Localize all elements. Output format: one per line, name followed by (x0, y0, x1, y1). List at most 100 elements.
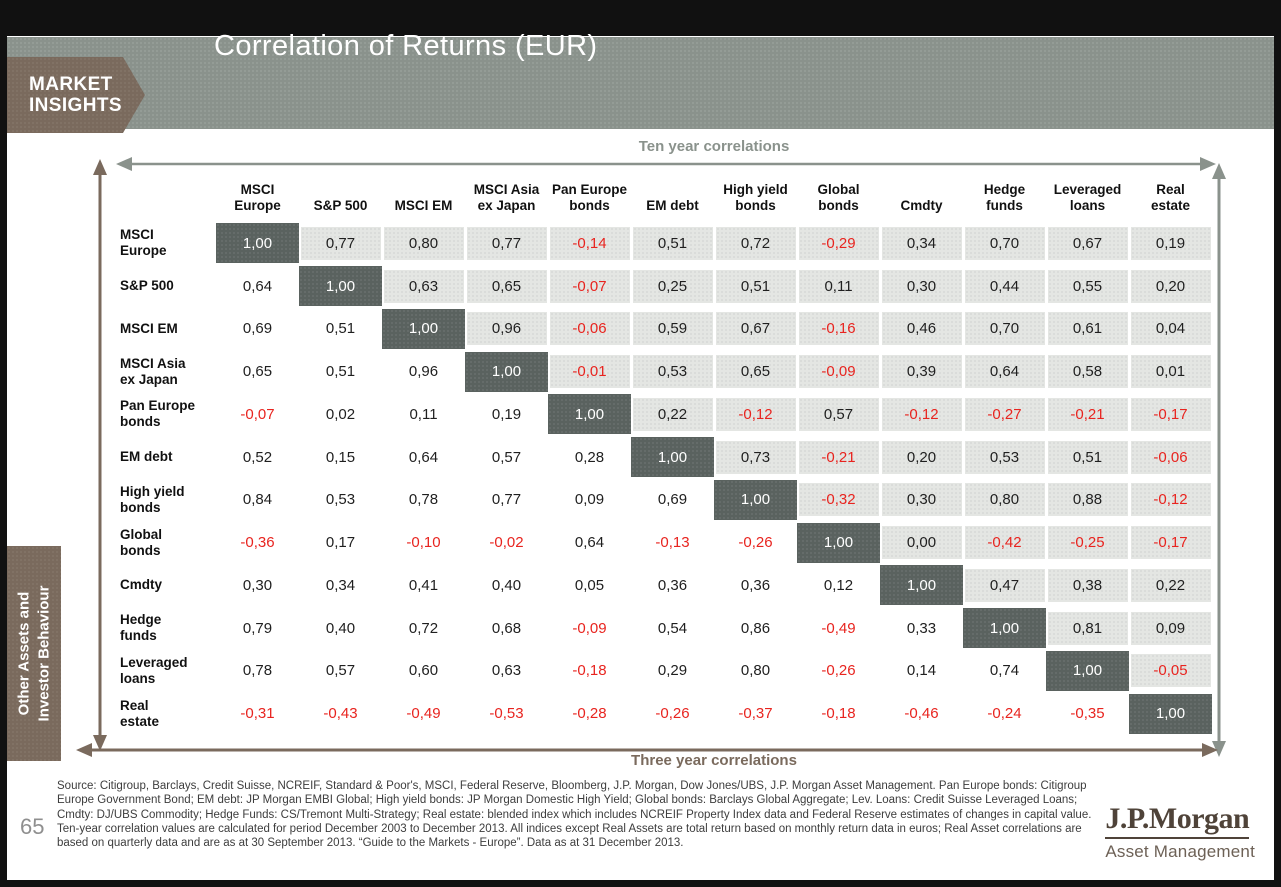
brand-line-2: INSIGHTS (29, 95, 122, 116)
column-header: S&P 500 (313, 198, 368, 214)
matrix-cell: 0,30 (881, 483, 962, 517)
matrix-cell: 0,01 (1130, 355, 1211, 389)
row-header: MSCI Europe (120, 227, 167, 259)
matrix-cell: 0,72 (408, 619, 439, 637)
matrix-cell-wrap: 0,30 (216, 564, 299, 607)
column-header: EM debt (646, 198, 699, 214)
matrix-cell-wrap: -0,49 (382, 692, 465, 735)
matrix-cell: -0,25 (1047, 526, 1128, 560)
chapter-line-2: Investor Behaviour (35, 585, 52, 722)
chapter-tab-label: Other Assets and Investor Behaviour (15, 586, 54, 722)
footnote-line: based on quarterly data and are as at 30… (57, 837, 684, 850)
matrix-cell-wrap: 1,00 (548, 393, 631, 436)
matrix-cell-wrap: 0,36 (631, 564, 714, 607)
matrix-cell-wrap: 0,39 (880, 350, 963, 393)
matrix-cell-wrap: 0,65 (465, 265, 548, 308)
three-year-correlations-label: Three year correlations (631, 752, 797, 769)
matrix-cell: 0,67 (1047, 226, 1128, 260)
matrix-cell-wrap: -0,26 (631, 692, 714, 735)
matrix-cell-wrap: 0,51 (299, 350, 382, 393)
matrix-cell: 0,81 (1047, 611, 1128, 645)
matrix-cell-wrap: 0,72 (382, 607, 465, 650)
matrix-cell: -0,49 (406, 705, 441, 723)
matrix-cell-wrap: 0,00 (880, 521, 963, 564)
matrix-cell: 0,69 (242, 320, 273, 338)
matrix-cell-wrap: -0,28 (548, 692, 631, 735)
matrix-corner (120, 166, 216, 222)
matrix-cell: 0,53 (325, 491, 356, 509)
matrix-cell: 0,11 (798, 269, 879, 303)
asset-management-label: Asset Management (1105, 842, 1255, 861)
matrix-cell-wrap: 1,00 (465, 350, 548, 393)
matrix-cell: 0,64 (408, 448, 439, 466)
matrix-cell: 0,20 (1130, 269, 1211, 303)
column-header: Pan Europe bonds (551, 182, 627, 214)
matrix-cell: -0,16 (798, 312, 879, 346)
matrix-cell: 1,00 (216, 223, 299, 264)
correlation-matrix: MSCI Europe S&P 500 MSCI EM MSCI Asia ex Ja… (120, 166, 1212, 735)
matrix-cell-wrap: 0,28 (548, 436, 631, 479)
row-header: S&P 500 (120, 278, 174, 294)
matrix-cell: 0,96 (408, 363, 439, 381)
matrix-cell: -0,07 (549, 269, 630, 303)
matrix-cell: -0,01 (549, 355, 630, 389)
matrix-cell: 0,84 (242, 491, 273, 509)
matrix-cell: 0,64 (964, 355, 1045, 389)
matrix-cell: -0,42 (964, 526, 1045, 560)
matrix-cell: -0,12 (881, 397, 962, 431)
matrix-cell-wrap: -0,43 (299, 692, 382, 735)
matrix-cell-wrap: 0,14 (880, 650, 963, 693)
matrix-cell: 0,34 (325, 576, 356, 594)
matrix-cell: 0,22 (632, 397, 713, 431)
matrix-cell-wrap: 0,69 (216, 308, 299, 351)
matrix-cell: 0,19 (1130, 226, 1211, 260)
matrix-cell: 0,04 (1130, 312, 1211, 346)
matrix-cell: 0,47 (964, 568, 1045, 602)
matrix-cell-wrap: -0,21 (797, 436, 880, 479)
matrix-cell-wrap: -0,17 (1129, 521, 1212, 564)
matrix-cell: 1,00 (963, 608, 1046, 649)
source-footnote: Source: Citigroup, Barclays, Credit Suis… (57, 779, 1091, 850)
matrix-cell-wrap: 0,64 (548, 521, 631, 564)
matrix-cell-wrap: 0,02 (299, 393, 382, 436)
matrix-cell: 0,25 (632, 269, 713, 303)
matrix-cell: 0,30 (242, 576, 273, 594)
matrix-cell-wrap: 0,64 (963, 350, 1046, 393)
matrix-cell-wrap: 0,30 (880, 479, 963, 522)
matrix-cell-wrap: 0,38 (1046, 564, 1129, 607)
matrix-cell-wrap: -0,02 (465, 521, 548, 564)
matrix-cell-wrap: -0,18 (548, 650, 631, 693)
matrix-cell: 0,78 (242, 662, 273, 680)
matrix-cell-wrap: 0,96 (382, 350, 465, 393)
matrix-cell-wrap: 0,15 (299, 436, 382, 479)
matrix-cell: 0,36 (657, 576, 688, 594)
matrix-cell-wrap: 0,65 (714, 350, 797, 393)
row-header: Real estate (120, 697, 160, 729)
matrix-cell-wrap: 0,20 (880, 436, 963, 479)
row-header: MSCI EM (120, 320, 178, 336)
matrix-cell-wrap: 0,72 (714, 222, 797, 265)
matrix-cell: 0,09 (1130, 611, 1211, 645)
matrix-cell-wrap: 0,69 (631, 479, 714, 522)
title-banner (7, 37, 1274, 129)
matrix-cell: 0,57 (798, 397, 879, 431)
matrix-cell: 0,77 (466, 226, 547, 260)
matrix-cell-wrap: -0,12 (880, 393, 963, 436)
matrix-cell: 0,40 (491, 576, 522, 594)
matrix-cell-wrap: -0,37 (714, 692, 797, 735)
matrix-cell-wrap: 0,22 (631, 393, 714, 436)
matrix-cell: 0,12 (823, 576, 854, 594)
matrix-cell-wrap: 1,00 (880, 564, 963, 607)
matrix-cell: 0,70 (964, 312, 1045, 346)
matrix-cell-wrap: 0,77 (465, 222, 548, 265)
matrix-cell-wrap: -0,49 (797, 607, 880, 650)
matrix-cell: -0,37 (738, 705, 773, 723)
matrix-cell: 0,54 (657, 619, 688, 637)
matrix-cell-wrap: -0,06 (548, 308, 631, 351)
footnote-line: Cmdty: DJ/UBS Commodity; Hedge Funds: CS… (57, 808, 1092, 821)
matrix-cell-wrap: -0,21 (1046, 393, 1129, 436)
matrix-cell: 0,19 (491, 405, 522, 423)
matrix-cell-wrap: -0,35 (1046, 692, 1129, 735)
row-header: Cmdty (120, 577, 163, 593)
matrix-cell-wrap: 0,65 (216, 350, 299, 393)
